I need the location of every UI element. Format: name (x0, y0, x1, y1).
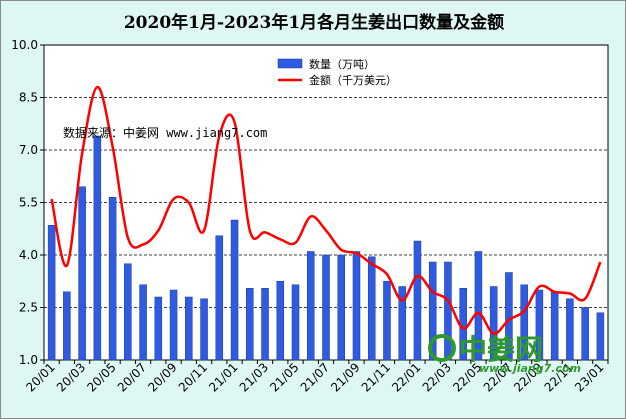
x-tick-label: 20/09 (145, 360, 179, 394)
bar (337, 254, 345, 361)
bar (124, 263, 132, 361)
bar (413, 240, 422, 361)
bar-series (47, 135, 605, 361)
bar (428, 261, 437, 361)
ginger-logo-icon (428, 334, 456, 362)
bar (307, 251, 315, 361)
bar (322, 254, 330, 361)
bar (93, 135, 102, 361)
bar (535, 289, 544, 361)
bar (169, 289, 178, 361)
legend-line-label: 金额（千万美元） (309, 73, 397, 87)
x-tick-label: 21/09 (328, 360, 362, 394)
watermark-url: www.jiang7.com (479, 362, 581, 375)
chart-title: 2020年1月-2023年1月各月生姜出口数量及金额 (124, 12, 504, 33)
bar (139, 284, 147, 361)
y-tick-label: 10.0 (11, 38, 38, 52)
bar (505, 272, 513, 361)
y-axis: 1.0 2.5 4.0 5.5 7.0 8.5 10.0 (11, 38, 44, 367)
bar (154, 296, 163, 361)
bar (230, 219, 239, 361)
x-tick-label: 20/11 (176, 360, 210, 394)
bar (291, 284, 300, 361)
bar (367, 256, 376, 361)
x-tick-label: 21/01 (206, 360, 240, 394)
watermark: 中姜网 www.jiang7.com (428, 333, 581, 375)
bar (398, 286, 406, 361)
bar (352, 251, 361, 361)
x-tick-label: 22/03 (420, 360, 454, 394)
bar (47, 225, 56, 361)
bar (276, 281, 285, 361)
x-tick-label: 21/03 (237, 360, 271, 394)
watermark-name: 中姜网 (459, 333, 543, 366)
y-tick-label: 7.0 (19, 143, 38, 157)
bar (596, 312, 605, 361)
bar (63, 291, 71, 361)
x-tick-label: 21/07 (298, 360, 332, 394)
x-tick-label: 21/05 (267, 360, 301, 394)
legend-bar-swatch (277, 58, 303, 69)
y-tick-label: 5.5 (19, 196, 38, 210)
x-tick-label: 21/11 (359, 360, 393, 394)
source-note: 数据来源：中姜网 www.jiang7.com (63, 125, 267, 140)
bar (474, 251, 483, 361)
line-series-amount (50, 85, 602, 336)
bar (444, 261, 452, 361)
y-tick-label: 2.5 (19, 301, 38, 315)
bar (550, 291, 559, 361)
bar (215, 235, 224, 361)
x-tick-label: 22/01 (389, 360, 423, 394)
bar (566, 298, 574, 361)
legend-bar-label: 数量（万吨） (309, 58, 375, 71)
bar (185, 296, 193, 361)
bar (108, 197, 117, 361)
bar (200, 298, 208, 361)
bar (246, 288, 254, 361)
bar (489, 286, 498, 361)
y-tick-label: 8.5 (19, 91, 38, 105)
x-tick-label: 20/03 (54, 360, 88, 394)
bar (581, 307, 589, 361)
bar (383, 281, 391, 361)
y-tick-label: 1.0 (19, 353, 38, 367)
bar (261, 288, 269, 361)
bar (78, 186, 86, 361)
y-tick-label: 4.0 (19, 248, 38, 262)
bar (520, 284, 528, 361)
x-tick-label: 20/05 (84, 360, 118, 394)
legend: 数量（万吨） 金额（千万美元） (277, 58, 397, 87)
x-tick-label: 20/07 (115, 360, 149, 394)
